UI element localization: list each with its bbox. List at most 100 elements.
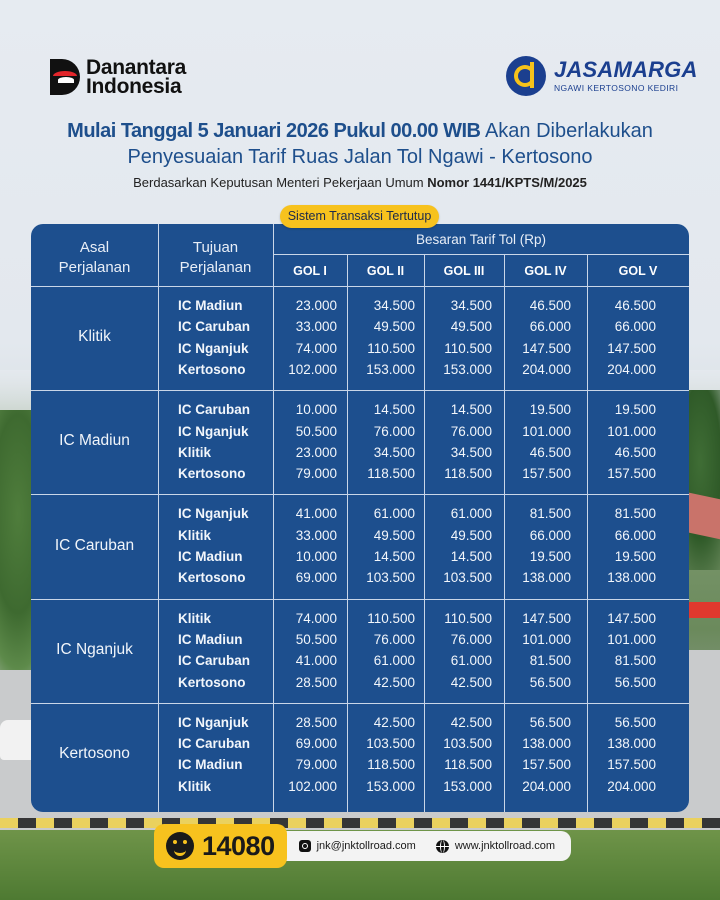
email-text: jnk@jnktollroad.com: [316, 840, 416, 852]
danantara-line1: Danantara: [86, 56, 187, 79]
tariff-cell: 23.000: [295, 444, 337, 460]
destination-cell: IC Nganjuk: [178, 714, 249, 730]
headline-date: Mulai Tanggal 5 Januari 2026 Pukul 00.00…: [67, 120, 481, 142]
website-link[interactable]: www.jnktollroad.com: [435, 839, 555, 853]
tariff-cell: 42.500: [373, 714, 415, 730]
tariff-cell: 46.500: [614, 298, 656, 313]
tariff-cell: 101.000: [607, 631, 656, 647]
tariff-cell: 153.000: [366, 361, 415, 377]
tariff-cell: 118.500: [367, 757, 415, 773]
header-origin: Asal Perjalanan: [58, 239, 131, 276]
tariff-cell: 34.500: [450, 444, 492, 460]
tariff-cell: 10.000: [295, 549, 337, 564]
tariff-cell: 74.000: [295, 340, 337, 356]
origin-cell: IC Nganjuk: [56, 640, 133, 658]
tariff-cell: 69.000: [295, 736, 337, 752]
origin-cell: Klitik: [78, 328, 111, 346]
tariff-cell: 49.500: [373, 319, 415, 335]
column-divider: [347, 254, 348, 812]
headline-action: Akan Diberlakukan: [480, 120, 653, 142]
tariff-cell: 56.500: [529, 714, 571, 730]
group-divider: [31, 494, 689, 496]
column-divider: [504, 254, 505, 812]
headline: Mulai Tanggal 5 Januari 2026 Pukul 00.00…: [0, 118, 720, 170]
tariff-cell: 14.500: [373, 549, 415, 564]
tariff-cell: 101.000: [607, 423, 656, 439]
tariff-cell: 204.000: [522, 361, 571, 377]
destination-cell: Kertosono: [178, 466, 246, 482]
destination-cell: IC Nganjuk: [178, 506, 249, 522]
header-class: GOL III: [443, 264, 485, 278]
decree-number: Nomor 1441/KPTS/M/2025: [427, 175, 587, 190]
destination-cell: IC Madiun: [178, 631, 243, 647]
tariff-cell: 204.000: [607, 778, 656, 794]
tariff-cell: 66.000: [529, 527, 571, 543]
instagram-icon: [298, 840, 311, 852]
tariff-cell: 147.500: [522, 340, 571, 356]
globe-icon: [435, 839, 449, 853]
tariff-cell: 10.000: [295, 402, 337, 418]
email-link[interactable]: jnk@jnktollroad.com: [298, 840, 416, 852]
tariff-cell: 79.000: [295, 466, 337, 482]
tariff-cell: 157.500: [522, 757, 571, 773]
destination-cell: IC Caruban: [178, 736, 251, 752]
tariff-cell: 56.500: [614, 674, 656, 690]
tariff-cell: 147.500: [607, 610, 656, 626]
destination-cell: Kertosono: [178, 570, 246, 586]
tariff-cell: 204.000: [522, 778, 571, 794]
contact-links: jnk@jnktollroad.com www.jnktollroad.com: [278, 831, 572, 861]
tariff-cell: 42.500: [373, 674, 415, 690]
tariff-cell: 66.000: [614, 319, 656, 335]
group-divider: [31, 702, 689, 704]
tariff-cell: 23.000: [295, 298, 337, 313]
tariff-cell: 69.000: [295, 570, 337, 586]
tariff-cell: 50.500: [295, 631, 337, 647]
origin-cell: IC Madiun: [59, 432, 130, 450]
group-divider: [31, 598, 689, 600]
destination-cell: IC Caruban: [178, 319, 251, 335]
tariff-cell: 34.500: [373, 444, 415, 460]
tariff-cell: 157.500: [607, 757, 656, 773]
tariff-cell: 101.000: [522, 631, 571, 647]
tariff-cell: 147.500: [607, 340, 656, 356]
background-curb-stripes: [0, 818, 720, 828]
group-divider: [31, 390, 689, 392]
tariff-cell: 41.000: [295, 506, 337, 522]
danantara-mark-icon: [50, 59, 80, 95]
tariff-cell: 66.000: [529, 319, 571, 335]
tariff-cell: 28.500: [295, 674, 337, 690]
tariff-cell: 74.000: [295, 610, 337, 626]
tariff-cell: 19.500: [529, 549, 571, 564]
column-divider: [587, 254, 588, 812]
destination-cell: Klitik: [178, 778, 212, 794]
tariff-cell: 103.500: [443, 570, 492, 586]
tariff-cell: 61.000: [373, 506, 415, 522]
tariff-cell: 102.000: [288, 361, 337, 377]
destination-cell: Klitik: [178, 610, 212, 626]
destination-cell: Kertosono: [178, 674, 246, 690]
tariff-table: Asal Perjalanan Tujuan Perjalanan Besara…: [31, 224, 689, 812]
tariff-cell: 110.500: [444, 610, 492, 626]
jasamarga-mark-icon: [506, 56, 546, 96]
header-bottom-divider: [31, 286, 689, 287]
hotline-badge[interactable]: 14080: [154, 824, 287, 868]
header-class: GOL II: [366, 264, 405, 278]
tariff-cell: 49.500: [373, 527, 415, 543]
column-divider: [273, 224, 274, 812]
destination-cell: IC Madiun: [178, 757, 243, 773]
decree-reference: Berdasarkan Keputusan Menteri Pekerjaan …: [0, 175, 720, 190]
tariff-cell: 157.500: [607, 466, 656, 482]
jasamarga-logo: JASAMARGA NGAWI KERTOSONO KEDIRI: [506, 56, 698, 96]
danantara-logo: Danantara Indonesia: [50, 56, 187, 97]
tariff-cell: 61.000: [450, 653, 492, 669]
tariff-cell: 56.500: [529, 674, 571, 690]
tariff-cell: 14.500: [373, 402, 415, 418]
tariff-cell: 42.500: [450, 674, 492, 690]
tariff-cell: 81.500: [614, 653, 656, 669]
tariff-cell: 19.500: [614, 402, 656, 418]
tariff-cell: 110.500: [367, 340, 415, 356]
column-divider: [158, 224, 159, 812]
tariff-cell: 153.000: [443, 778, 492, 794]
hotline-number: 14080: [202, 830, 275, 861]
decree-prefix: Berdasarkan Keputusan Menteri Pekerjaan …: [133, 175, 428, 190]
